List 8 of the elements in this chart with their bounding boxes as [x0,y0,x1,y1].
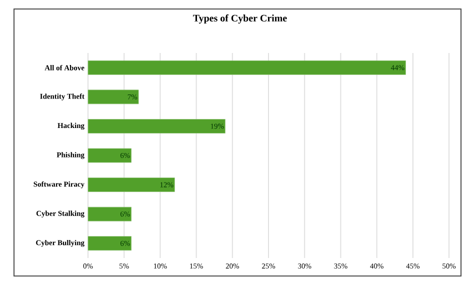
bar [88,148,132,163]
bar [88,119,226,134]
bar [88,236,132,251]
bar [88,206,132,222]
bar [88,60,406,75]
bar [88,178,175,192]
chart-title: Types of Cyber Crime [193,14,287,24]
bar [88,90,139,104]
